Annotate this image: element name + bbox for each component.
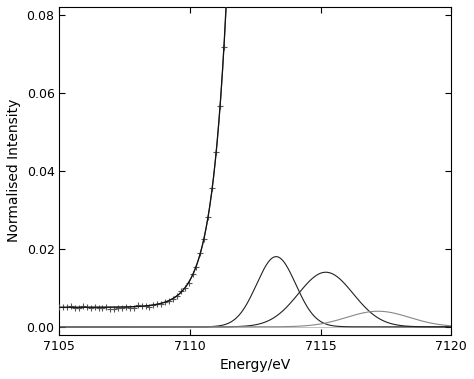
X-axis label: Energy/eV: Energy/eV	[219, 358, 291, 372]
Y-axis label: Normalised Intensity: Normalised Intensity	[7, 99, 21, 243]
